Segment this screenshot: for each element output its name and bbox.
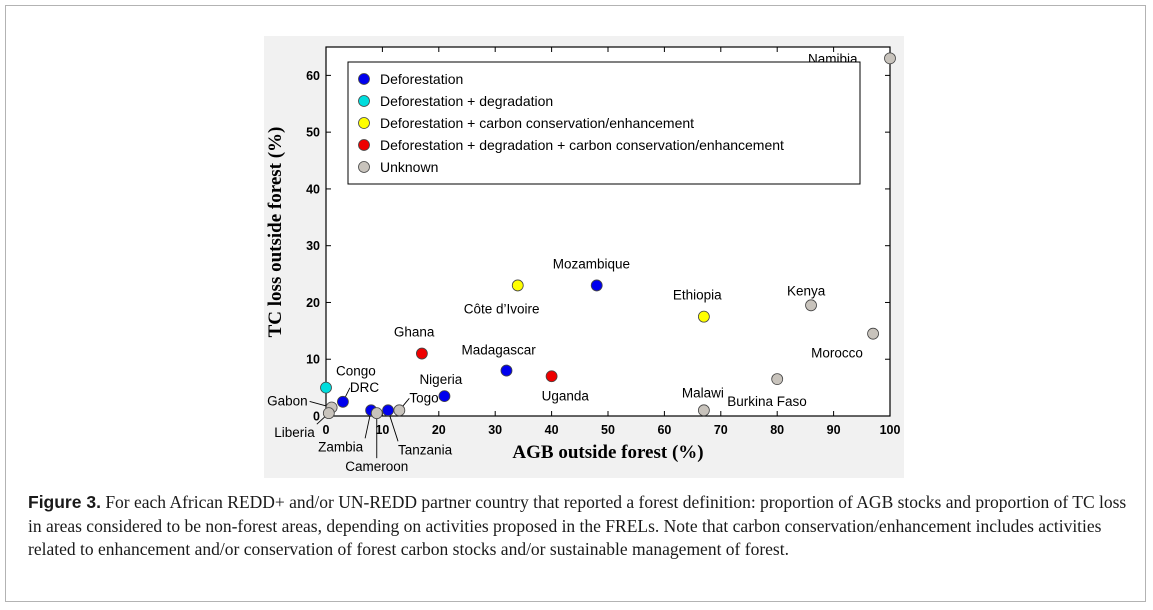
point-label: Malawi bbox=[682, 385, 724, 400]
data-point bbox=[805, 299, 817, 312]
y-tick-label: 50 bbox=[306, 126, 320, 140]
y-tick-label: 30 bbox=[306, 239, 320, 253]
data-point bbox=[697, 404, 710, 417]
point-label: Burkina Faso bbox=[727, 394, 807, 409]
data-point bbox=[771, 373, 784, 386]
y-tick-label: 20 bbox=[306, 296, 320, 310]
data-point bbox=[511, 279, 524, 292]
x-tick-label: 70 bbox=[714, 423, 728, 437]
legend-entry: Deforestation bbox=[380, 71, 463, 87]
data-point bbox=[393, 404, 406, 417]
y-tick-label: 40 bbox=[306, 182, 320, 196]
x-tick-label: 40 bbox=[545, 423, 559, 437]
y-tick-label: 0 bbox=[313, 410, 320, 424]
x-tick-label: 30 bbox=[488, 423, 502, 437]
data-point bbox=[382, 404, 394, 417]
data-point bbox=[370, 407, 383, 420]
x-tick-label: 80 bbox=[770, 423, 784, 437]
point-label: Nigeria bbox=[419, 372, 462, 387]
legend-marker bbox=[358, 95, 370, 107]
point-label: Tanzania bbox=[398, 442, 453, 457]
legend-marker bbox=[358, 73, 370, 85]
data-point bbox=[320, 381, 332, 394]
data-point bbox=[415, 347, 428, 360]
x-tick-label: 60 bbox=[657, 423, 671, 437]
data-point bbox=[322, 407, 335, 420]
data-point bbox=[867, 327, 879, 340]
x-axis-label: AGB outside forest (%) bbox=[512, 442, 703, 463]
x-tick-label: 0 bbox=[323, 423, 330, 437]
x-tick-label: 90 bbox=[827, 423, 841, 437]
legend-marker bbox=[358, 117, 370, 129]
data-point bbox=[545, 370, 558, 383]
scatter-chart: 0 10 20 30 40 50 60 70 80 90 100 0 10 20 30 40 50 60 DRC Z… bbox=[264, 36, 904, 478]
figure-caption: Figure 3. For each African REDD+ and/or … bbox=[28, 491, 1133, 562]
point-label: Gabon bbox=[267, 393, 308, 408]
point-label: Ethiopia bbox=[673, 288, 722, 303]
legend-entry: Deforestation + carbon conservation/enha… bbox=[380, 115, 694, 131]
x-tick-label: 100 bbox=[880, 423, 901, 437]
legend-entry: Unknown bbox=[380, 159, 438, 175]
point-label: Togo bbox=[409, 390, 438, 405]
x-tick-label: 10 bbox=[375, 423, 389, 437]
x-tick-label: 50 bbox=[601, 423, 615, 437]
figure-frame: 0 10 20 30 40 50 60 70 80 90 100 0 10 20 30 40 50 60 DRC Z… bbox=[5, 5, 1146, 602]
x-tick-label: 20 bbox=[432, 423, 446, 437]
point-label: Côte d’Ivoire bbox=[464, 301, 540, 316]
legend-entry: Deforestation + degradation + carbon con… bbox=[380, 137, 784, 153]
data-point bbox=[337, 395, 349, 408]
data-point bbox=[590, 279, 603, 292]
y-tick-label: 10 bbox=[306, 353, 320, 367]
point-label: Cameroon bbox=[345, 459, 408, 474]
point-label: Mozambique bbox=[553, 256, 630, 271]
point-label: DRC bbox=[350, 380, 379, 395]
legend: Deforestation Deforestation + degradation… bbox=[347, 61, 861, 185]
legend-entry: Deforestation + degradation bbox=[380, 93, 553, 109]
point-label: Zambia bbox=[318, 439, 364, 454]
legend-box bbox=[347, 61, 861, 185]
data-point bbox=[884, 52, 896, 65]
y-tick-label: 60 bbox=[306, 69, 320, 83]
caption-label: Figure 3. bbox=[28, 492, 101, 512]
caption-text: For each African REDD+ and/or UN-REDD pa… bbox=[28, 492, 1127, 559]
y-axis-label: TC loss outside forest (%) bbox=[265, 127, 286, 338]
point-label: Morocco bbox=[811, 346, 863, 361]
point-label: Kenya bbox=[787, 283, 826, 298]
point-label: Ghana bbox=[394, 325, 435, 340]
point-label: Uganda bbox=[542, 388, 590, 403]
data-point bbox=[438, 390, 451, 403]
point-label: Liberia bbox=[274, 425, 315, 440]
point-label: Congo bbox=[336, 364, 376, 379]
legend-marker bbox=[358, 139, 370, 151]
data-point bbox=[697, 310, 710, 323]
point-label: Madagascar bbox=[461, 343, 536, 358]
legend-marker bbox=[358, 161, 370, 173]
data-point bbox=[500, 364, 513, 377]
